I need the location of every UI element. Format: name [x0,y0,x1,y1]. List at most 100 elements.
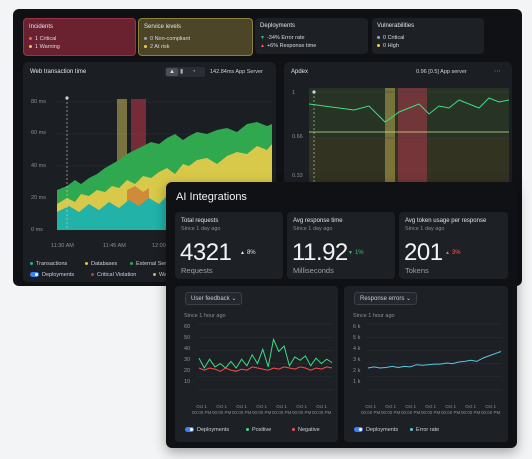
bar-chart-icon[interactable]: ▮ [180,69,184,75]
apdex-y-tick: 0.33 [292,173,303,179]
toggle-icon [30,272,39,278]
vulnerabilities-card[interactable]: Vulnerabilities 0 Critical 0 High [372,18,484,54]
deployments-card[interactable]: Deployments ▼ -34% Error rate ▲ +6% Respon… [255,18,368,54]
metric-avg-token-usage[interactable]: Avg token usage per response Since 1 day… [399,212,508,279]
web-y-tick: 20 ms [31,195,46,201]
feedback-y-tick: 20 [184,368,191,374]
feedback-y-tick: 40 [184,346,191,352]
trend-down-icon: ▼ [260,35,265,41]
legend-dot-icon [91,273,94,277]
metric-unit: Requests [181,266,213,275]
non-compliant-count: 0 Non-compliant [150,36,191,42]
errors-since: Since 1 hour ago [353,313,395,319]
response-errors-dropdown[interactable]: Response errors ⌄ [354,292,418,305]
trend-up-icon: ▲ [260,43,265,49]
legend-transactions[interactable]: Transactions [30,261,67,267]
legend-dot-icon [246,428,249,432]
web-x-tick: 12:00 AM [152,243,176,249]
web-y-tick: 80 ms [31,99,46,105]
web-y-tick: 60 ms [31,130,46,136]
legend-dot-icon [85,262,88,266]
legend-dot-icon [410,428,413,432]
legend-dot-icon [30,262,33,266]
user-feedback-chart [198,323,333,391]
errors-y-tick: 2 k [353,368,361,374]
series-line-positive [198,337,333,370]
legend-external-services[interactable]: External Services [130,261,179,267]
legend-dot-icon [153,273,156,277]
metric-change: ▲ 8% [240,250,256,256]
trend-up-icon: ▲ [240,250,245,256]
legend-critical-violation[interactable]: Critical Violation [91,272,136,278]
metric-unit: Tokens [405,266,429,275]
metric-change: ▲ 3% [445,250,461,256]
errors-y-tick: 5 k [353,335,361,341]
high-vuln-count: 0 High [383,43,399,49]
x-tick-label: Oct 1 00:00 PM [401,404,421,415]
legend-databases[interactable]: Databases [85,261,117,267]
errors-y-tick: 1 k [353,379,361,385]
web-x-tick: 11:45 AM [103,243,126,249]
x-tick-label: Oct 1 00:00 PM [312,404,332,415]
x-tick-label: Oct 1 00:00 PM [252,404,272,415]
legend-positive[interactable]: Positive [246,427,271,433]
toggle-icon [185,427,194,433]
series-line-error-rate [367,351,502,369]
x-tick-label: Oct 1 00:00 PM [381,404,401,415]
metric-label: Total requests [181,218,219,224]
apdex-y-tick: 1 [292,90,296,96]
chevron-down-icon: ⌄ [406,296,412,302]
incidents-title: Incidents [29,24,54,30]
area-chart-icon[interactable]: ▲ [166,68,178,76]
metric-value: 4321 [180,239,232,266]
feedback-since: Since 1 hour ago [184,313,226,319]
metric-since: Since 1 day ago [181,226,221,232]
metric-value: 11.92 [292,239,348,266]
trend-down-icon: ▼ [348,250,353,256]
x-tick-label: Oct 1 00:00 PM [212,404,232,415]
incidents-card[interactable]: Incidents 1 Critical 1 Warning [23,18,136,56]
metric-label: Avg response time [293,218,343,224]
toggle-icon [354,427,363,433]
apdex-title: Apdex [291,69,309,75]
response-errors-chart [367,323,502,391]
response-errors-panel: Response errors ⌄ Since 1 hour ago 6 k 5… [344,286,508,442]
legend-deployments[interactable]: Deployments [354,427,398,433]
web-chart-title: Web transaction time [30,69,87,75]
feedback-x-axis: Oct 1 00:00 PM Oct 1 00:00 PM Oct 1 00:00 … [192,404,337,418]
legend-dot-icon [292,428,295,432]
user-feedback-dropdown[interactable]: User feedback ⌄ [185,292,243,305]
legend-deployments[interactable]: Deployments [185,427,229,433]
trend-up-icon: ▲ [445,250,450,256]
neutral-dot-icon [377,36,380,40]
feedback-y-tick: 60 [184,324,191,330]
errors-y-tick: 4 k [353,346,361,352]
vulnerabilities-title: Vulnerabilities [377,23,415,29]
apdex-source: 0.96 [0.5] App server [416,69,467,75]
deployments-title: Deployments [260,23,296,29]
user-feedback-panel: User feedback ⌄ Since 1 hour ago 60 50 4… [175,286,338,442]
incidents-critical: 1 Critical [35,36,57,42]
metric-total-requests[interactable]: Total requests Since 1 day ago 4321 ▲ 8% … [175,212,283,279]
incidents-warning: 1 Warning [35,44,60,50]
metric-avg-response-time[interactable]: Avg response time Since 1 day ago 11.92 … [287,212,395,279]
more-icon[interactable]: ⋯ [494,68,501,75]
service-levels-card[interactable]: Service levels 0 Non-compliant 2 At risk [138,18,253,56]
errors-y-tick: 6 k [353,324,361,330]
ai-integrations-window: AI Integrations Total requests Since 1 d… [166,182,517,448]
pie-chart-icon[interactable]: ◔ [192,69,196,75]
response-time-change: +6% Response time [266,43,317,49]
warning-dot-icon [377,44,380,48]
x-tick-label: Oct 1 00:00 PM [481,404,501,415]
web-x-tick: 11:30 AM [51,243,74,249]
web-y-tick: 40 ms [31,163,46,169]
feedback-y-tick: 50 [184,335,191,341]
legend-negative[interactable]: Negative [292,427,320,433]
metric-value: 201 [404,239,443,266]
chart-type-toggle[interactable]: ▲ ▮ ◔ [165,67,205,77]
legend-error-rate[interactable]: Error rate [410,427,439,433]
legend-deployments[interactable]: Deployments [30,272,74,278]
warning-dot-icon [29,45,32,49]
x-tick-label: Oct 1 00:00 PM [272,404,292,415]
service-levels-title: Service levels [144,24,182,30]
